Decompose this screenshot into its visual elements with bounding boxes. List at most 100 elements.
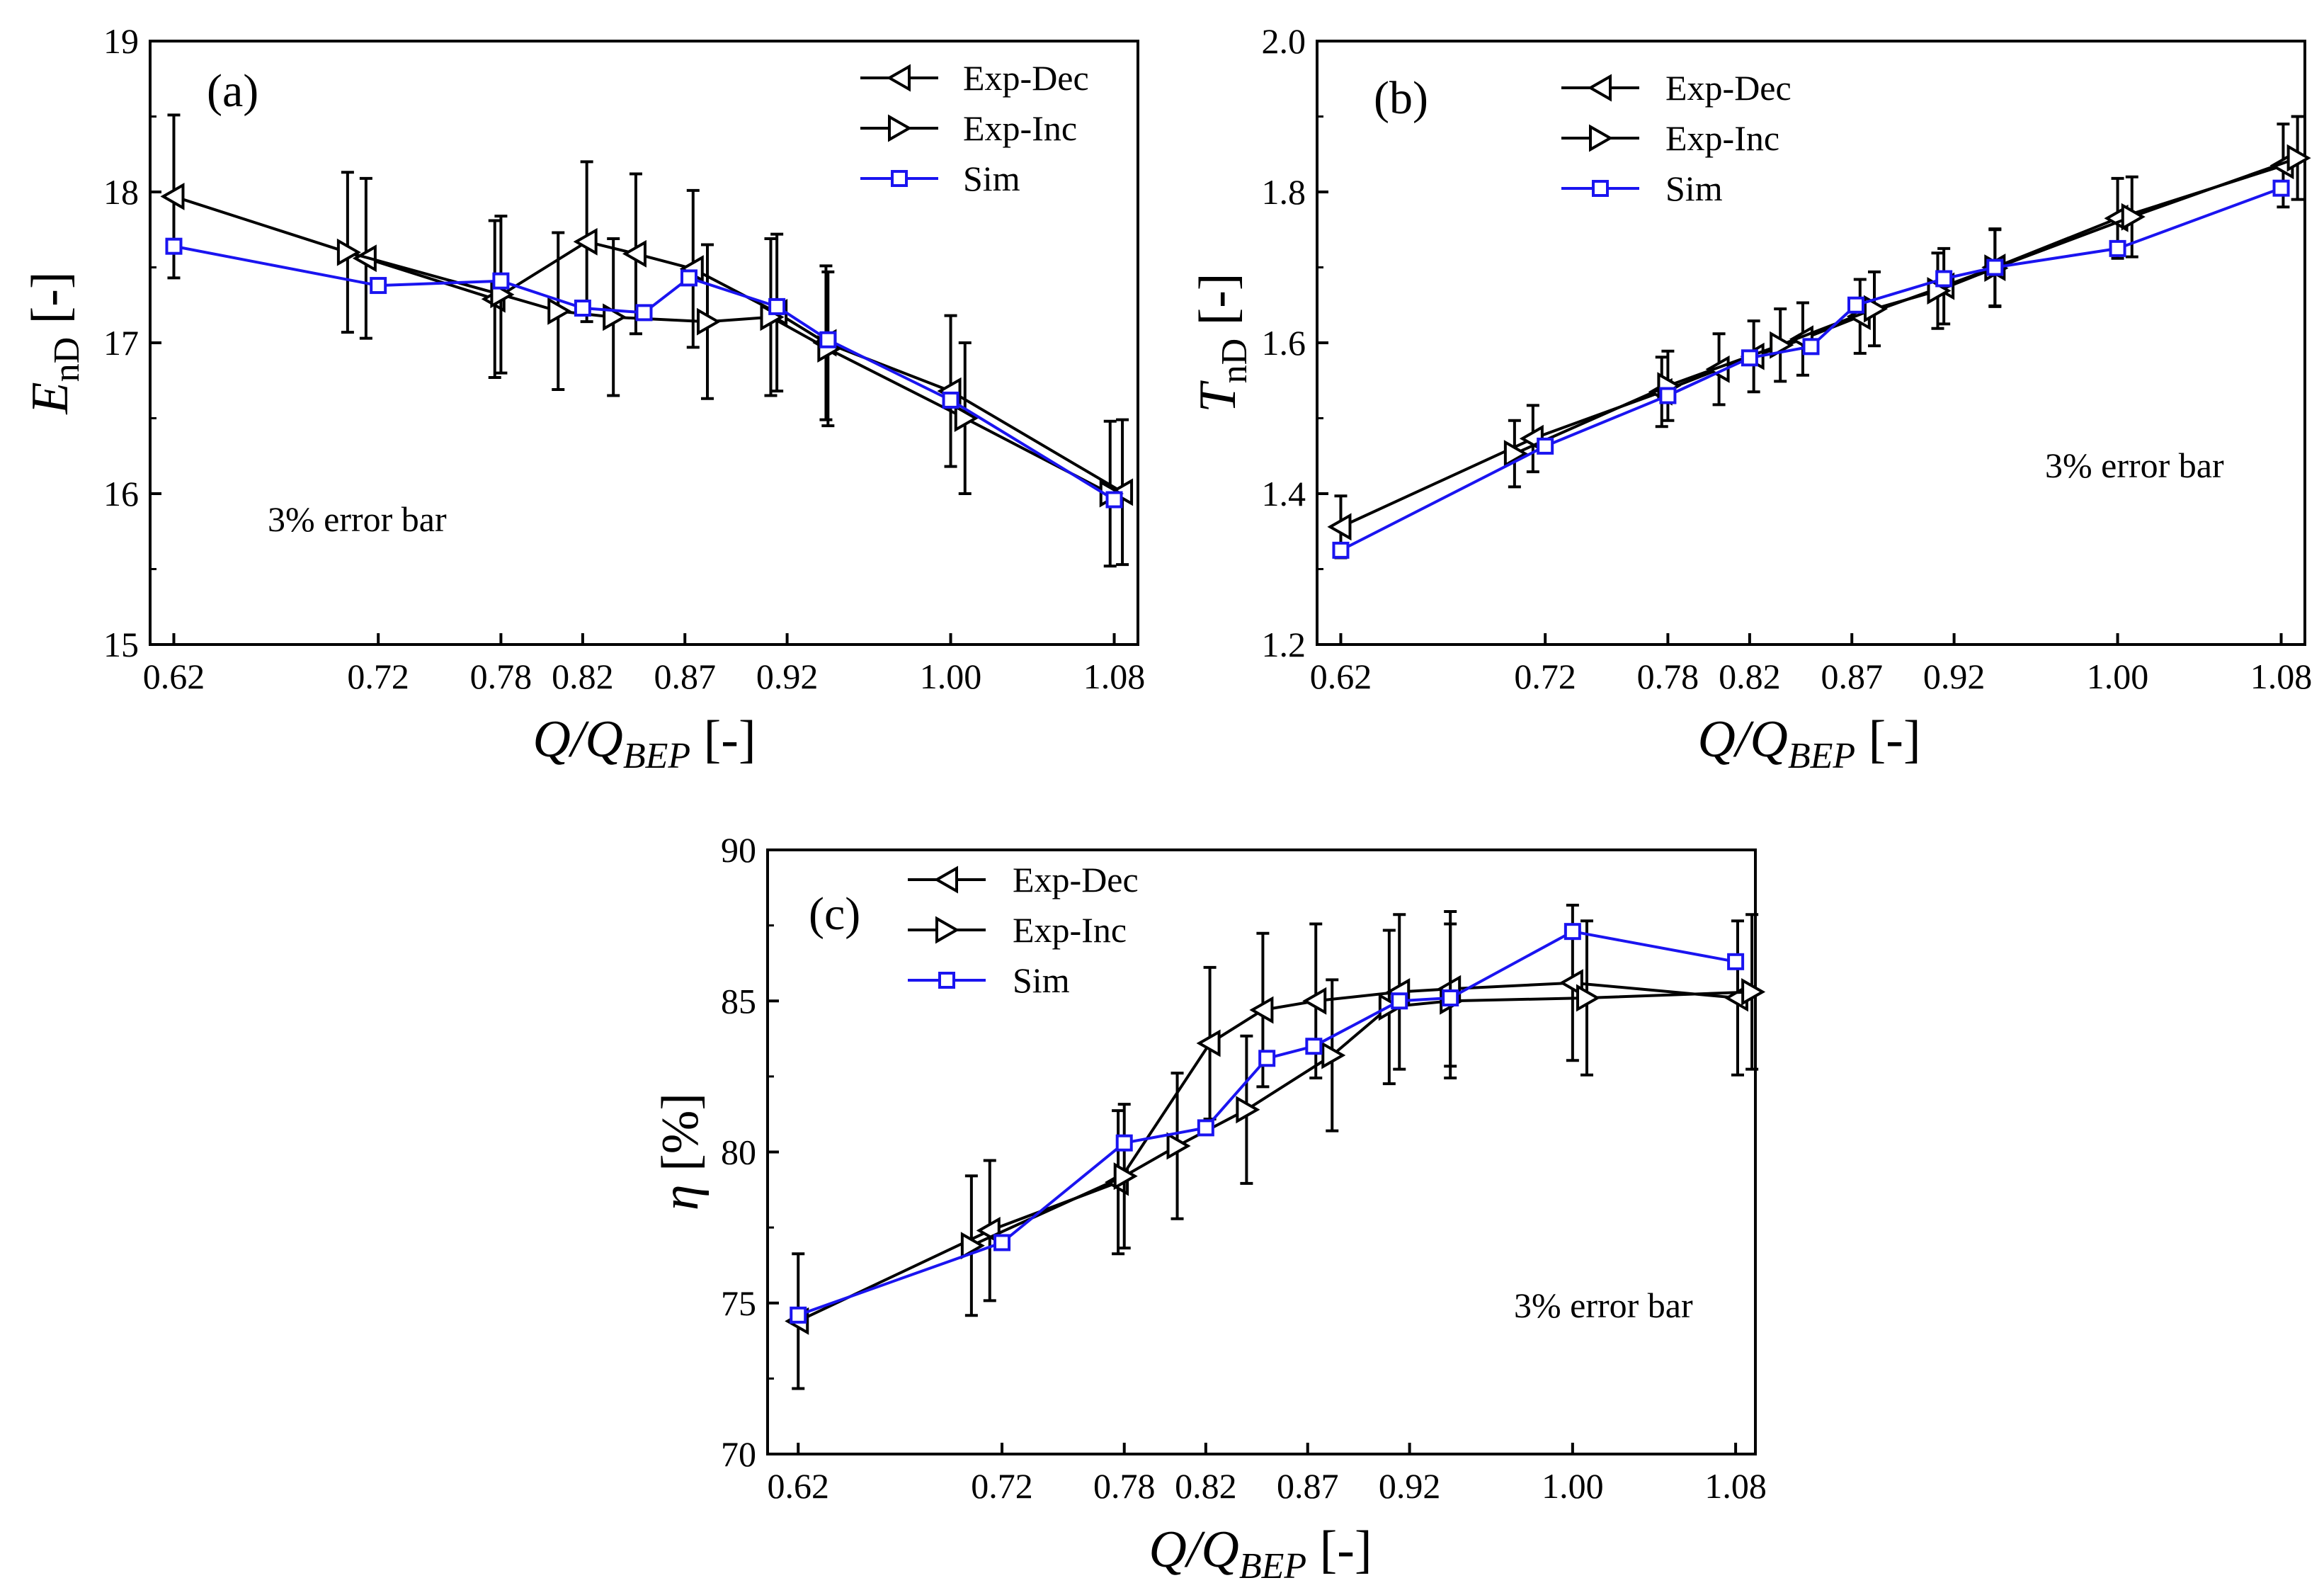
- x-tick-label: 0.72: [347, 657, 409, 696]
- series-sim: [790, 923, 1745, 1324]
- legend-marker-tri-left: [1587, 74, 1612, 102]
- series-line: [173, 195, 1124, 494]
- series-exp-inc: [960, 913, 1766, 1317]
- data-point-tri-left: [160, 182, 185, 210]
- legend-b: Exp-Dec Exp-Inc Sim: [1561, 68, 1792, 208]
- legend-label: Sim: [963, 159, 1020, 198]
- y-tick-label: 1.8: [1262, 172, 1306, 212]
- tick-marks-b: [1317, 40, 2283, 646]
- x-tick-label: 0.87: [654, 657, 716, 696]
- data-point-square: [790, 1306, 807, 1324]
- x-tick-label: 0.62: [767, 1466, 829, 1506]
- legend-marker-tri-right: [1589, 124, 1614, 152]
- series-line: [971, 990, 1753, 1247]
- x-tick-label: 1.00: [2087, 657, 2149, 696]
- y-tick-label: 18: [103, 172, 139, 212]
- x-tick-label: 0.78: [1093, 1466, 1156, 1506]
- data-point-square: [1563, 923, 1581, 941]
- series-exp-inc: [336, 171, 1124, 568]
- data-point-tri-right: [960, 1232, 985, 1260]
- data-point-tri-right: [1503, 440, 1528, 468]
- data-point-square: [1741, 349, 1758, 367]
- panel-label: (a): [207, 65, 258, 117]
- error-bar-note: 3% error bar: [268, 499, 447, 539]
- y-axis-title: TnD [-]: [1189, 273, 1255, 412]
- data-point-square: [1659, 387, 1677, 404]
- data-point-square: [819, 331, 837, 348]
- data-point-tri-left: [1327, 513, 1352, 541]
- series-exp-inc: [1503, 115, 2311, 489]
- legend-label: Exp-Dec: [1665, 68, 1792, 108]
- x-tick-label: 0.82: [1175, 1466, 1237, 1506]
- data-point-square: [1537, 437, 1554, 455]
- x-tick-label: 1.00: [920, 657, 982, 696]
- data-point-square: [1847, 296, 1865, 314]
- y-tick-label: 80: [721, 1133, 756, 1172]
- data-point-tri-right: [1321, 1041, 1346, 1069]
- series-line: [797, 930, 1736, 1317]
- data-point-square: [1391, 992, 1408, 1010]
- data-point-square: [1935, 270, 1953, 288]
- x-tick-label: 0.92: [1379, 1466, 1441, 1506]
- series-line: [1514, 157, 2299, 455]
- legend-entry-exp-dec: Exp-Dec: [860, 58, 1089, 98]
- legend-marker-tri-left: [933, 865, 958, 894]
- data-point-tri-right: [1576, 984, 1601, 1012]
- data-point-tri-left: [1302, 987, 1327, 1015]
- x-tick-label: 0.72: [971, 1466, 1033, 1506]
- data-point-tri-left: [573, 227, 598, 256]
- data-point-tri-right: [696, 307, 722, 336]
- data-point-square: [942, 391, 959, 409]
- series-line: [797, 981, 1738, 1323]
- legend-entry-exp-dec: Exp-Dec: [908, 860, 1139, 899]
- legend-c: Exp-Dec Exp-Inc Sim: [908, 860, 1139, 1000]
- y-tick-label: 1.2: [1262, 625, 1306, 664]
- legend-marker-square: [938, 972, 955, 989]
- x-tick-label: 0.62: [1310, 657, 1372, 696]
- x-axis-title: Q/QBEP [-]: [532, 710, 756, 776]
- data-point-square: [370, 277, 387, 295]
- legend-entry-exp-inc: Exp-Inc: [908, 910, 1127, 950]
- x-tick-label: 1.00: [1542, 1466, 1604, 1506]
- data-point-square: [574, 300, 591, 317]
- y-tick-label: 2.0: [1262, 21, 1306, 61]
- x-tick-label: 0.72: [1514, 657, 1576, 696]
- y-tick-label: 1.6: [1262, 323, 1306, 363]
- y-tick-label: 16: [103, 474, 139, 513]
- panel-label: (c): [809, 888, 860, 940]
- x-tick-label: 0.82: [552, 657, 614, 696]
- plot-area-b: [1327, 115, 2311, 560]
- legend-entry-sim: Sim: [908, 960, 1070, 1000]
- panel-a: 0.62 0.72 0.78 0.82 0.87 0.92 1.00 1.08 …: [21, 21, 1145, 776]
- y-tick-label: 85: [721, 981, 756, 1021]
- y-tick-label: 15: [103, 625, 139, 664]
- series-line: [1340, 186, 2282, 552]
- y-tick-label: 19: [103, 21, 139, 61]
- data-point-square: [1197, 1119, 1214, 1137]
- data-point-tri-right: [2121, 203, 2146, 231]
- series-exp-dec: [160, 113, 1134, 567]
- x-tick-label: 1.08: [1704, 1466, 1767, 1506]
- x-axis-title: Q/QBEP [-]: [1149, 1521, 1372, 1587]
- data-point-square: [1105, 491, 1123, 509]
- data-point-tri-right: [2286, 144, 2311, 172]
- x-tick-label: 1.08: [1083, 657, 1146, 696]
- legend-entry-sim: Sim: [860, 159, 1020, 198]
- data-point-square: [680, 269, 698, 287]
- data-point-tri-left: [1249, 996, 1274, 1024]
- data-point-square: [2272, 179, 2290, 197]
- legend-label: Exp-Inc: [1665, 118, 1779, 158]
- legend-marker-tri-right: [935, 916, 960, 944]
- legend-marker-tri-left: [886, 64, 911, 92]
- legend-label: Exp-Dec: [1013, 860, 1139, 899]
- legend-marker-square: [891, 170, 908, 187]
- series-line: [173, 244, 1115, 501]
- data-point-square: [1442, 989, 1459, 1006]
- data-point-tri-right: [1741, 978, 1766, 1006]
- series-sim: [165, 237, 1123, 509]
- data-point-square: [1305, 1038, 1323, 1055]
- legend-label: Exp-Inc: [1013, 910, 1127, 950]
- data-point-square: [1115, 1134, 1133, 1152]
- x-axis-title: Q/QBEP [-]: [1697, 710, 1920, 776]
